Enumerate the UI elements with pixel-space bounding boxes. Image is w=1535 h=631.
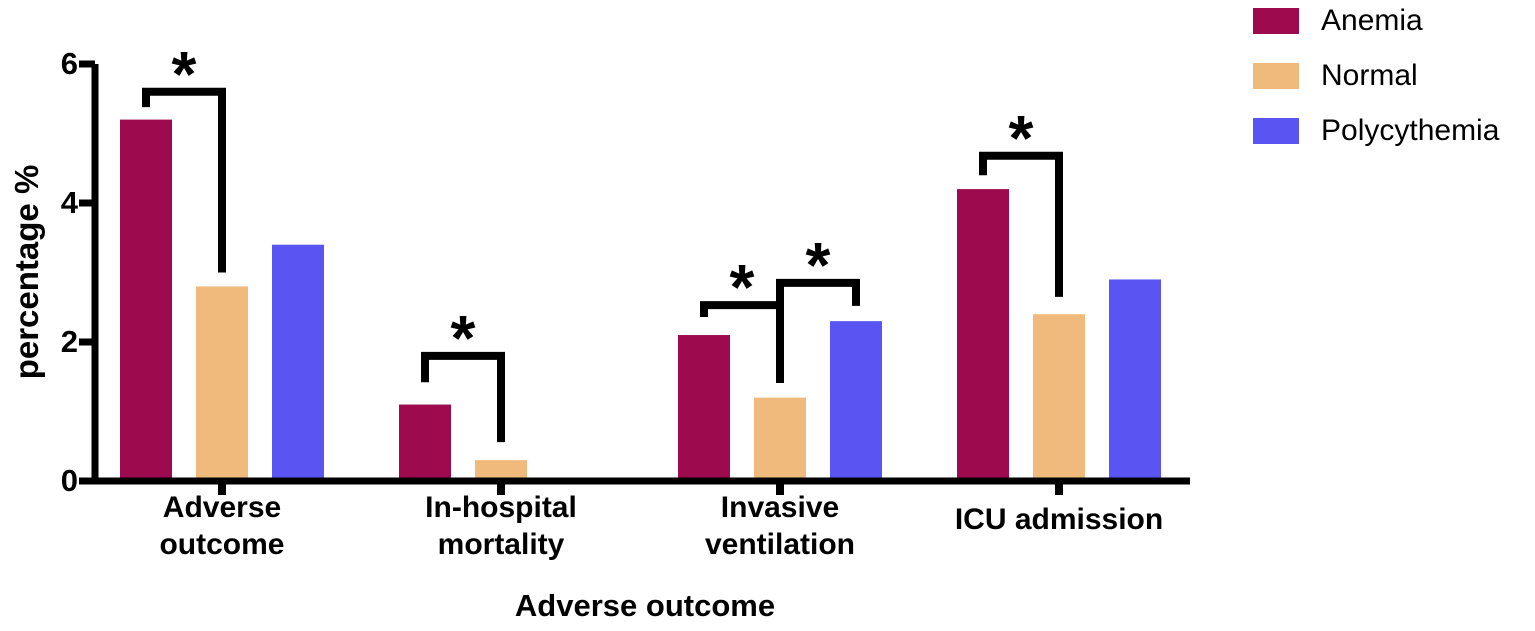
y-axis-title: percentage %: [8, 164, 45, 380]
significance-star: *: [729, 251, 755, 324]
significance-bracket: [421, 351, 505, 443]
bar-polycythemia-icu-admission: [1109, 279, 1161, 481]
significance-star: *: [1008, 101, 1034, 174]
bar-normal-invasive-ventilation: [754, 397, 806, 481]
y-tick-label: 4: [60, 185, 78, 220]
bar-normal-in-hospital-mortality: [475, 460, 527, 481]
bar-anemia-icu-admission: [957, 189, 1009, 481]
legend: Anemia Normal Polycythemia: [1253, 4, 1500, 171]
bar-anemia-adverse-outcome: [120, 119, 172, 481]
legend-label-normal: Normal: [1321, 59, 1418, 92]
legend-swatch-polycythemia: [1253, 118, 1299, 144]
significance-bracket: [979, 151, 1063, 297]
legend-swatch-normal: [1253, 63, 1299, 89]
x-axis-title: Adverse outcome: [514, 588, 776, 623]
bar-anemia-invasive-ventilation: [678, 335, 730, 481]
legend-item-polycythemia: Polycythemia: [1253, 114, 1500, 147]
y-tick-label: 6: [60, 46, 78, 81]
bar-normal-icu-admission: [1033, 314, 1085, 481]
bar-normal-adverse-outcome: [196, 286, 248, 481]
bar-polycythemia-adverse-outcome: [272, 244, 324, 481]
category-label-invasive-ventilation: Invasive ventilation: [704, 491, 855, 561]
legend-label-anemia: Anemia: [1321, 4, 1423, 37]
significance-star: *: [171, 37, 197, 110]
y-tick-label: 2: [60, 324, 78, 359]
significance-bracket: [700, 301, 784, 384]
significance-star: *: [805, 228, 831, 301]
bar-polycythemia-invasive-ventilation: [830, 321, 882, 481]
bar-anemia-in-hospital-mortality: [399, 404, 451, 481]
legend-swatch-anemia: [1253, 8, 1299, 34]
category-label-icu-admission: ICU admission: [954, 503, 1164, 536]
legend-item-normal: Normal: [1253, 59, 1499, 92]
legend-item-anemia: Anemia: [1253, 4, 1499, 37]
significance-bracket: [142, 87, 226, 273]
category-label-adverse-outcome: Adverse outcome: [159, 491, 285, 561]
legend-label-polycythemia: Polycythemia: [1321, 114, 1500, 147]
category-label-in-hospital-mortality: In-hospital mortality: [425, 491, 577, 561]
significance-star: *: [450, 301, 476, 374]
significance-bracket: [776, 278, 860, 306]
y-tick-label: 0: [60, 463, 78, 498]
